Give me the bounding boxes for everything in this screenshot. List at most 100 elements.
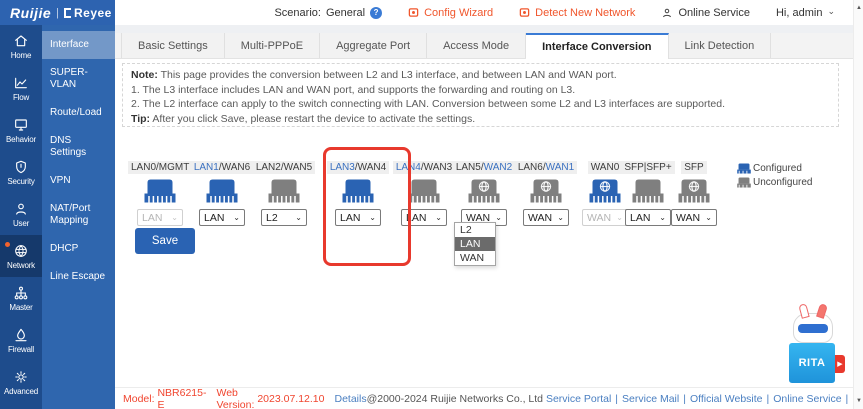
submenu-item-dhcp[interactable]: DHCP [50,243,79,254]
save-button[interactable]: Save [135,228,195,254]
sidebar-item-firewall[interactable]: Firewall [0,319,42,361]
sidebar-item-behavior[interactable]: Behavior [0,109,42,151]
greeting-label: Hi, admin [775,6,823,19]
rita-mascot[interactable]: RITA ▶ [787,303,847,385]
submenu-item-dns-settings[interactable]: DNS Settings [50,135,87,158]
port-label: LAN0/MGMT [128,161,193,174]
help-icon[interactable]: ? [370,6,383,19]
copyright-text: @2000-2024 Ruijie Networks Co., Ltd [366,392,544,405]
reyee-logo: Reyee [73,5,112,20]
port-label: SFP|SFP+ [621,161,675,174]
reyee-icon [63,7,71,18]
firewall-flame-icon [15,328,27,341]
port-lan3-wan4: LAN3/WAN4 LAN ⌄ [326,161,390,226]
config-wizard-button[interactable]: Config Wizard [408,7,493,19]
submenu-item-super-vlan[interactable]: SUPER-VLAN [50,67,88,90]
link-separator: | [683,392,686,405]
submenu-item-line-escape[interactable]: Line Escape [50,271,106,282]
rj45-port-icon [268,179,300,203]
service-portal-link[interactable]: Service Portal [545,392,612,405]
globe-overlay-icon [599,181,611,192]
online-service-link[interactable]: Online Service [773,392,842,405]
behavior-monitor-icon [15,118,27,131]
top-header: Ruijie | Reyee Scenario: General ? Confi… [0,0,863,25]
legend-unconfigured-label: Unconfigured [753,177,813,188]
master-tree-icon [14,286,28,299]
port-mode-select[interactable]: WAN ⌄ [461,209,507,226]
chevron-down-icon: ⌄ [295,213,302,222]
port-wan0: WAN0 [573,161,637,226]
tab-access-mode[interactable]: Access Mode [427,33,527,58]
chevron-down-icon: ⌄ [557,213,564,222]
port-mode-select[interactable]: LAN ⌄ [625,209,671,226]
config-wizard-label: Config Wizard [424,6,494,19]
footer-bar: Model: NBR6215-E Web Version: 2023.07.12… [115,387,853,409]
online-service-label: Online Service [678,6,750,19]
tab-bar: Basic Settings Multi-PPPoE Aggregate Por… [115,33,853,59]
detect-new-network-button[interactable]: Detect New Network [519,7,635,19]
port-mode-select[interactable]: LAN ⌄ [199,209,245,226]
port-lan0-mgmt: LAN0/MGMT LAN ⌄ [128,161,193,226]
scroll-up-icon[interactable]: ▲ [856,5,862,11]
port-mode-select[interactable]: LAN ⌄ [401,209,447,226]
port-mode-select[interactable]: WAN ⌄ [523,209,569,226]
port-lan2-wan5: LAN2/WAN5 L2 ⌄ [252,161,316,226]
sidebar-item-label: Flow [12,92,30,102]
globe-overlay-icon [688,181,700,192]
submenu-item-route-load[interactable]: Route/Load [50,107,102,118]
port-label: LAN5/WAN2 [452,161,516,174]
rita-expand-arrow-icon[interactable]: ▶ [835,355,845,373]
details-link[interactable]: Details [334,392,367,405]
official-website-link[interactable]: Official Website [689,392,763,405]
sidebar-item-network[interactable]: Network [0,235,42,277]
sidebar-item-advanced[interactable]: Advanced [0,361,42,403]
web-version-value: 2023.07.12.10 [257,392,325,405]
note-line-2: 2. The L2 interface can apply to the swi… [131,98,725,110]
rita-robot-head-icon [793,303,833,343]
wizard-icon [408,8,419,17]
dropdown-option-l2[interactable]: L2 [460,224,472,236]
port-label: LAN2/WAN5 [252,161,316,174]
dropdown-option-lan[interactable]: LAN [455,237,495,251]
scroll-down-icon[interactable]: ▼ [856,398,862,404]
tab-interface-conversion[interactable]: Interface Conversion [526,33,669,59]
port-label: LAN6/WAN1 [514,161,578,174]
sidebar-item-security[interactable]: Security [0,151,42,193]
legend-unconfigured: Unconfigured [737,177,812,188]
advanced-gear-icon [15,370,27,383]
flow-chart-icon [15,77,27,88]
primary-sidebar: Home Flow Behavior Security User Network… [0,25,42,409]
account-menu[interactable]: Hi, admin ⌄ [775,6,835,19]
dropdown-option-wan[interactable]: WAN [460,252,485,264]
vertical-scrollbar[interactable]: ▲ ▼ [853,0,863,409]
port-mode-select[interactable]: L2 ⌄ [261,209,307,226]
port-mode-select[interactable]: LAN ⌄ [335,209,381,226]
tab-multi-pppoe[interactable]: Multi-PPPoE [224,33,321,58]
tab-aggregate-port[interactable]: Aggregate Port [320,33,428,58]
logo-divider: | [56,6,59,19]
submenu-item-nat-port-mapping[interactable]: NAT/Port Mapping [50,203,91,226]
globe-overlay-icon [478,181,490,192]
submenu-item-vpn[interactable]: VPN [50,175,71,186]
sidebar-item-user[interactable]: User [0,193,42,235]
port-lan5-wan2: LAN5/WAN2 [452,161,516,226]
port-lan4-wan3: LAN4/WAN3 LAN ⌄ [392,161,456,226]
online-service-button[interactable]: Online Service [661,7,750,19]
sidebar-item-label: User [12,218,30,228]
sidebar-item-master[interactable]: Master [0,277,42,319]
sidebar-item-home[interactable]: Home [0,25,42,67]
port-mode-dropdown: L2 LAN WAN [454,222,496,266]
rj45-port-icon [144,179,176,203]
tab-link-detection[interactable]: Link Detection [668,33,772,58]
rita-ear [816,303,828,319]
submenu-item-interface[interactable]: Interface [42,31,115,59]
service-mail-link[interactable]: Service Mail [622,392,680,405]
port-mode-select[interactable]: WAN ⌄ [671,209,717,226]
chevron-down-icon: ⌄ [369,213,376,222]
tab-basic-settings[interactable]: Basic Settings [121,33,225,58]
sidebar-item-flow[interactable]: Flow [0,67,42,109]
configured-port-icon [737,163,751,174]
chevron-down-icon: ⌄ [435,213,442,222]
note-line-1: 1. The L3 interface includes LAN and WAN… [131,83,576,96]
